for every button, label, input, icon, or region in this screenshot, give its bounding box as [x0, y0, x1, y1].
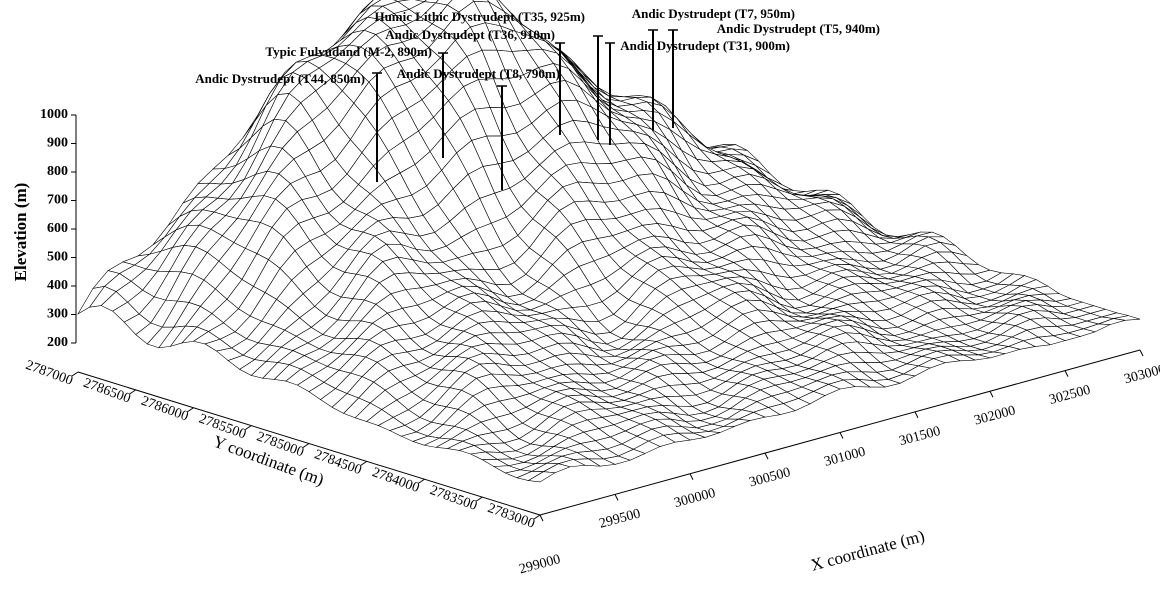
x-tick [689, 473, 694, 480]
y-tick [71, 371, 79, 377]
x-tick [1064, 370, 1069, 377]
y-tick [360, 460, 368, 466]
x-tick-label: 300500 [748, 465, 792, 490]
site-label: Andic Dystrudept (T7, 950m) [632, 6, 795, 21]
y-tick-label: 2787000 [23, 358, 74, 389]
x-tick [614, 494, 619, 501]
x-tick-label: 299000 [518, 552, 562, 577]
x-axis-title: X coordinate (m) [809, 526, 927, 575]
site-label: Humic Lithic Dystrudept (T35, 925m) [374, 9, 585, 24]
z-tick-label: 500 [47, 250, 68, 265]
site-label: Andic Dystrudept (T8, 790m) [397, 66, 560, 81]
x-tick-label: 302000 [973, 403, 1017, 428]
x-tick [839, 432, 844, 439]
z-tick-label: 400 [47, 278, 68, 293]
x-tick [989, 391, 994, 398]
z-tick-label: 600 [47, 221, 68, 236]
x-tick [539, 514, 544, 522]
z-tick-label: 1000 [40, 107, 68, 122]
y-tick [418, 478, 425, 484]
x-tick-label: 301000 [823, 445, 867, 470]
x-tick-label: 299500 [598, 506, 642, 531]
surface-mesh [77, 0, 1141, 483]
x-tick-label: 303000 [1123, 362, 1160, 387]
site-label: Andic Dystrudept (T5, 940m) [717, 21, 880, 36]
x-tick [1139, 349, 1144, 357]
x-tick-label: 302500 [1048, 383, 1092, 408]
x-tick-label: 301500 [898, 424, 942, 449]
site-label: Typic Fulvudand (M-2, 890m) [265, 44, 432, 59]
z-tick-label: 200 [47, 335, 68, 350]
y-tick [302, 443, 310, 448]
z-axis-title: Elevation (m) [11, 183, 30, 282]
z-tick-label: 700 [47, 193, 68, 208]
z-tick-label: 800 [47, 164, 68, 179]
y-tick [129, 389, 137, 395]
site-label: Andic Dystrudept (T31, 900m) [620, 38, 790, 53]
y-tick [244, 425, 252, 431]
y-tick [533, 514, 541, 520]
z-tick-label: 300 [47, 307, 68, 322]
site-label: Andic Dystrudept (T44, 850m) [195, 71, 365, 86]
z-tick-label: 900 [47, 136, 68, 151]
y-tick [187, 407, 194, 413]
x-tick-label: 300000 [673, 486, 717, 511]
x-tick [914, 411, 919, 419]
site-label: Andic Dystrudept (T36, 910m) [385, 27, 555, 42]
x-tick [764, 452, 769, 460]
mesh-cell [527, 471, 556, 483]
y-tick [475, 496, 483, 502]
